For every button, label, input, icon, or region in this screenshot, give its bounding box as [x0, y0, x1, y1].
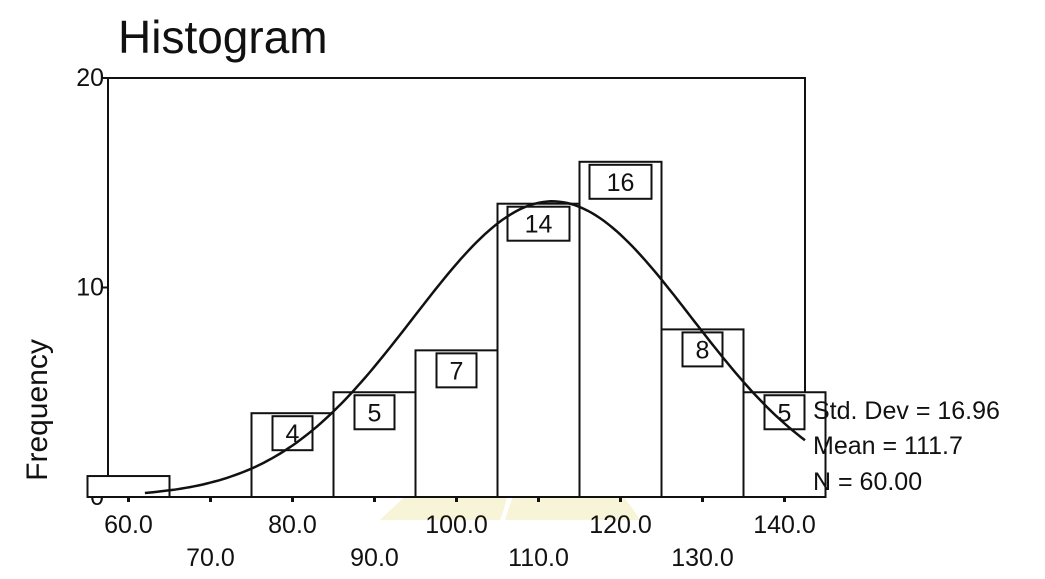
- bar-value-label-110.0: 14: [525, 211, 553, 239]
- y-axis: 01020: [76, 64, 108, 511]
- x-tick-label-100.0: 100.0: [425, 511, 488, 539]
- chart-title: Histogram: [118, 11, 328, 63]
- y-tick-label-10: 10: [76, 274, 104, 302]
- normal-curve-group: [144, 200, 806, 495]
- x-tick-label-120.0: 120.0: [589, 511, 652, 539]
- bar-value-box-100.0: [435, 352, 478, 389]
- bar-value-label-80.0: 4: [286, 420, 300, 448]
- x-tick-label-110.0: 110.0: [508, 544, 569, 572]
- y-tick-label-20: 20: [76, 64, 104, 92]
- stat-mean: Mean = 111.7: [813, 432, 963, 460]
- bar-value-box-90.0: [353, 394, 396, 431]
- x-tick-label-60.0: 60.0: [104, 511, 153, 539]
- bar-value-box-110.0: [506, 205, 571, 242]
- bar-value-label-120.0: 16: [607, 169, 635, 197]
- bar-110.0: [496, 202, 581, 498]
- x-tick-label-80.0: 80.0: [268, 511, 317, 539]
- bar-value-box-120.0: [588, 163, 653, 200]
- x-tick-label-130.0: 130.0: [671, 544, 734, 572]
- normal-curve-line: [144, 200, 806, 495]
- bar-value-label-100.0: 7: [450, 357, 464, 385]
- x-tick-label-140.0: 140.0: [753, 511, 816, 539]
- x-axis: 60.0 80.0 100.0 120.0 140.0 70.0 90.0 110.0 130.…: [104, 497, 816, 572]
- x-tick-label-90.0: 90.0: [350, 544, 399, 572]
- bar-value-label-130.0: 8: [696, 336, 710, 364]
- bar-60.0: [86, 475, 171, 498]
- stat-n: N = 60.00: [813, 468, 922, 496]
- y-axis-label: Frequency: [21, 339, 54, 481]
- x-tick-label-70.0: 70.0: [186, 544, 235, 572]
- stat-std-dev: Std. Dev = 16.96: [813, 397, 1000, 425]
- bar-value-label-90.0: 5: [368, 399, 382, 427]
